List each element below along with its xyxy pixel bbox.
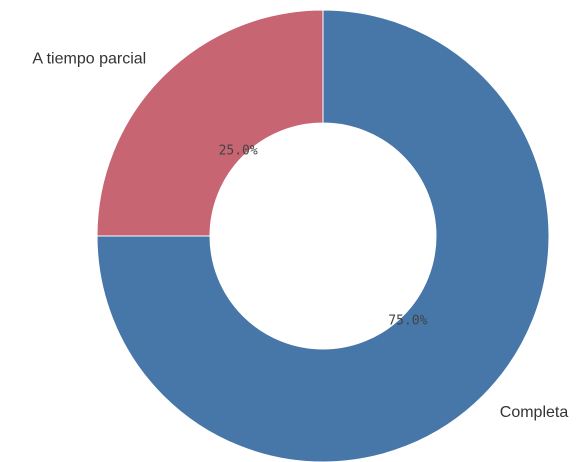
slice-category-label: Completa [500, 404, 569, 421]
slice-value-label: 75.0% [388, 313, 427, 328]
slice-category-label: A tiempo parcial [32, 50, 146, 67]
donut-slice-a-tiempo-parcial[interactable] [96, 9, 324, 237]
slice-value-label: 25.0% [219, 144, 258, 159]
donut-slice-completa[interactable] [96, 9, 550, 462]
